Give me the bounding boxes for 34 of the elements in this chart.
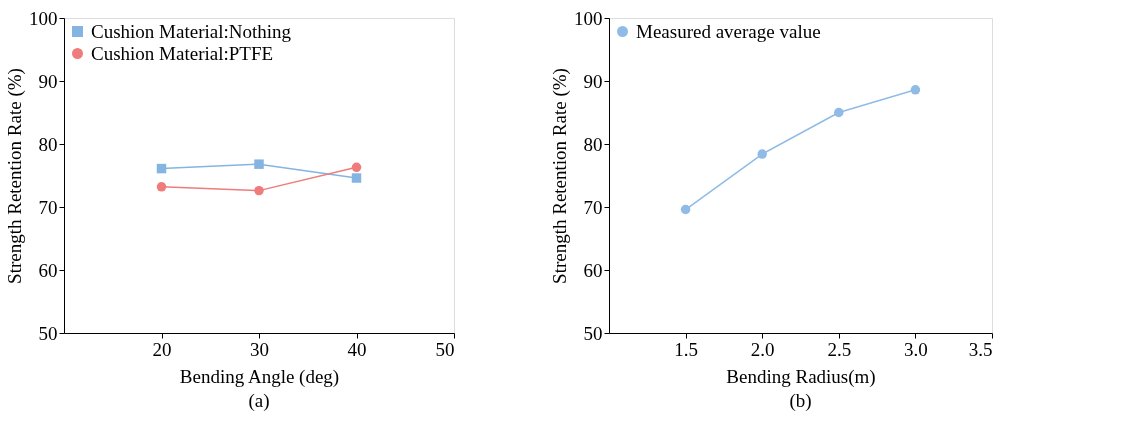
- y-tick-label: 60: [38, 259, 58, 281]
- point: [834, 107, 844, 118]
- point: [757, 149, 767, 159]
- text: (b): [789, 390, 812, 412]
- y-tick-label: 100: [29, 7, 58, 29]
- text: (a): [248, 390, 270, 412]
- x-tick-label: 40: [347, 338, 367, 360]
- y-axis-title: Strength Retention Rate (%): [4, 68, 26, 284]
- y-tick-label: 60: [583, 259, 603, 281]
- point: [680, 204, 691, 215]
- legend-label: Cushion Material:Nothing: [91, 20, 292, 42]
- x-tick-label: 20: [152, 338, 172, 360]
- y-tick-label: 100: [574, 7, 603, 29]
- y-tick-label: 50: [38, 322, 58, 344]
- legend-label: Measured average value: [636, 20, 821, 42]
- y-tick-label: 70: [583, 196, 603, 218]
- y-tick-label: 80: [38, 133, 58, 155]
- point: [910, 85, 921, 95]
- y-axis-title: Strength Retention Rate (%): [549, 68, 571, 284]
- y-tick-label: 70: [38, 196, 58, 218]
- y-tick-label: 80: [583, 133, 603, 155]
- legend-label: Cushion Material:PTFE: [91, 42, 274, 64]
- y-tick-label: 50: [583, 322, 603, 344]
- x-tick-label: 2.0: [750, 338, 775, 360]
- x-axis-title: Bending Angle (deg): [179, 365, 340, 388]
- x-tick-label: 3.5: [968, 338, 993, 360]
- y-tick-label: 90: [583, 70, 603, 92]
- y-tick-label: 90: [38, 70, 58, 92]
- x-tick-label: 1.5: [674, 338, 698, 360]
- x-tick-label: 3.0: [904, 338, 928, 360]
- x-tick-label: 50: [435, 338, 455, 360]
- x-tick-label: 2.5: [827, 338, 852, 360]
- x-tick-label: 30: [250, 338, 269, 360]
- x-axis-title: Bending Radius(m): [726, 365, 876, 388]
